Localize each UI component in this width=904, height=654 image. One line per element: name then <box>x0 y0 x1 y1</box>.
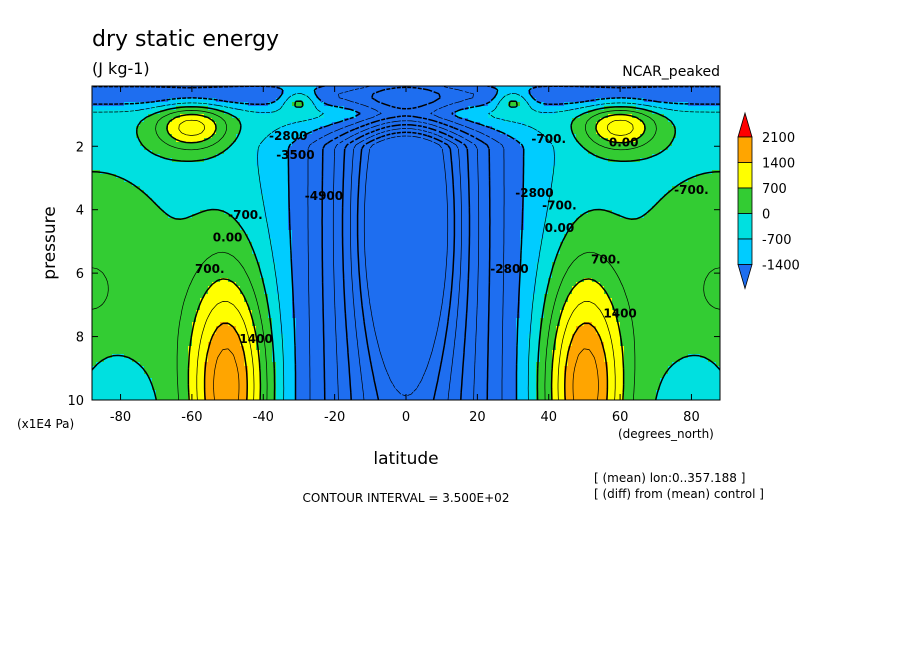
y-tick-label: 2 <box>76 140 84 155</box>
chart-subtitle: (J kg-1) <box>92 59 150 78</box>
note-mean: [ (mean) lon:0..357.188 ] <box>594 471 745 485</box>
x-axis-label: latitude <box>373 449 438 469</box>
contour-label: 1400 <box>603 307 636 321</box>
contour-lines <box>92 86 720 400</box>
colorbar-label: -700 <box>762 233 792 248</box>
x-tick-label: -20 <box>324 410 345 425</box>
colorbar: 2100 1400 700 0 -700 -1400 <box>737 111 800 290</box>
x-axis: -80 -60 -40 -20 0 20 40 60 80 <box>110 86 700 425</box>
y-axis: 2 4 6 8 10 <box>67 140 720 409</box>
contour-label: -700. <box>542 199 577 213</box>
contour-label: 0.00 <box>545 221 575 235</box>
colorbar-label: 0 <box>762 208 770 223</box>
colorbar-segment <box>737 238 753 265</box>
colorbar-segment <box>737 162 753 189</box>
colorbar-label: 2100 <box>762 131 795 146</box>
x-tick-label: -40 <box>253 410 274 425</box>
contour-label: 1400 <box>239 332 272 346</box>
colorbar-segment <box>737 136 753 163</box>
x-tick-label: 0 <box>402 410 410 425</box>
contour-label: -2800 <box>490 262 528 276</box>
x-tick-label: 80 <box>683 410 700 425</box>
y-axis-label: pressure <box>40 206 60 279</box>
contour-label: 0.00 <box>609 135 639 149</box>
x-tick-label: -80 <box>110 410 131 425</box>
contour-label: 700. <box>591 253 621 267</box>
contour-label: -700. <box>674 183 709 197</box>
contour-interval: CONTOUR INTERVAL = 3.500E+02 <box>303 491 510 505</box>
contour-label: 0.00 <box>213 230 243 244</box>
contour-label: -2800 <box>515 186 553 200</box>
y-tick-label: 4 <box>76 204 84 219</box>
x-axis-units: (degrees_north) <box>618 427 714 441</box>
y-axis-units: (x1E4 Pa) <box>17 417 74 431</box>
colorbar-label: 1400 <box>762 157 795 172</box>
colorbar-segment <box>737 264 753 290</box>
note-diff: [ (diff) from (mean) control ] <box>594 487 764 501</box>
contour-label: 700. <box>195 262 225 276</box>
contour-label: -3500 <box>276 148 314 162</box>
y-tick-label: 6 <box>76 267 84 282</box>
contour-label: -700. <box>228 208 263 222</box>
colorbar-segment <box>737 187 753 214</box>
y-tick-label: 10 <box>67 394 84 409</box>
x-tick-label: 20 <box>469 410 486 425</box>
colorbar-segment <box>737 111 753 138</box>
chart-title: dry static energy <box>92 27 279 52</box>
colorbar-segment <box>737 213 753 240</box>
x-tick-label: -60 <box>181 410 202 425</box>
y-tick-label: 8 <box>76 331 84 346</box>
contour-plot: 0.00 700. 1400 -700. -4900 -2800 -3500 0.00 700.… <box>92 86 720 400</box>
contour-label: -2800 <box>269 129 307 143</box>
dataset-label: NCAR_peaked <box>622 64 720 80</box>
colorbar-label: -1400 <box>762 259 800 274</box>
colorbar-label: 700 <box>762 182 787 197</box>
contour-label: -700. <box>531 132 566 146</box>
contour-fills <box>92 86 720 400</box>
contour-labels: 0.00 700. 1400 -700. -4900 -2800 -3500 0.00 700.… <box>195 129 709 346</box>
x-tick-label: 40 <box>540 410 557 425</box>
x-tick-label: 60 <box>612 410 629 425</box>
contour-label: -4900 <box>305 189 343 203</box>
